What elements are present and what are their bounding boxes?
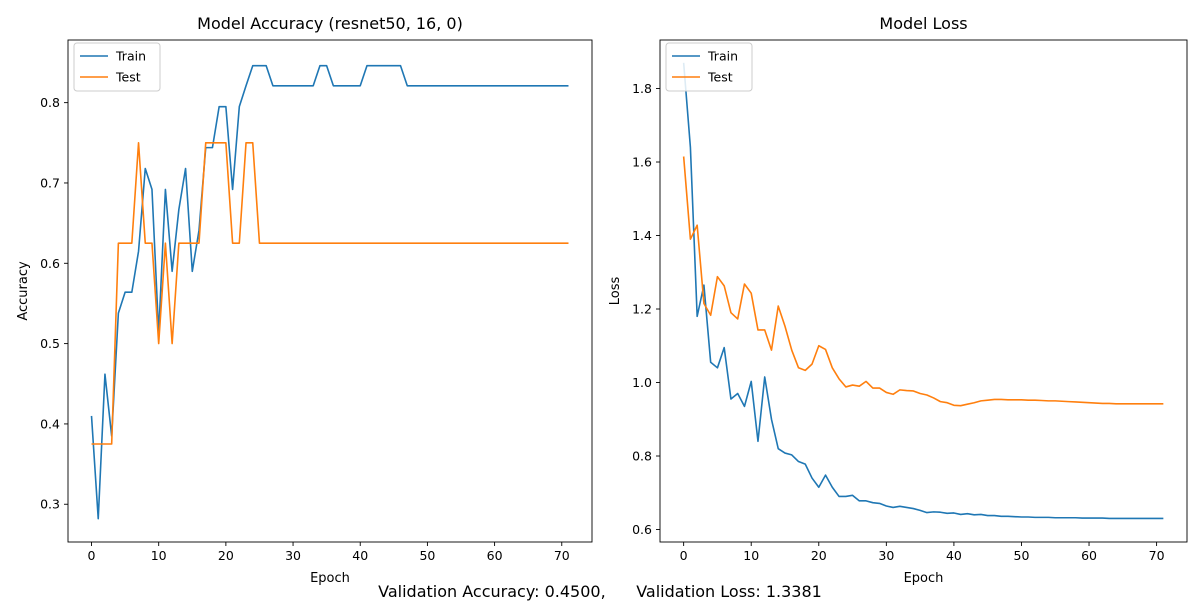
loss-xtick-label: 20	[811, 548, 827, 563]
loss-xtick-label: 30	[878, 548, 894, 563]
accuracy-series-test-line	[91, 142, 569, 445]
accuracy-xtick-label: 20	[218, 548, 234, 563]
accuracy-ytick-label: 0.8	[40, 95, 60, 110]
loss-ytick-label: 1.2	[632, 302, 652, 317]
validation-accuracy-text: Validation Accuracy: 0.4500,	[378, 582, 606, 601]
loss-legend-label-train: Train	[707, 49, 738, 64]
loss-xtick-label: 50	[1014, 548, 1030, 563]
loss-ytick-label: 0.8	[632, 449, 652, 464]
loss-xtick-label: 40	[946, 548, 962, 563]
loss-y-axis-label: Loss	[608, 277, 623, 306]
accuracy-xtick-label: 10	[151, 548, 167, 563]
accuracy-legend-label-train: Train	[115, 49, 146, 64]
loss-panel: 0 10 20 30 40 50 60 70 0.6 0.8 1.0 1.2 1.4 1.6 1.8 Mode…	[608, 14, 1188, 586]
accuracy-ytick-label: 0.3	[40, 497, 60, 512]
accuracy-legend-label-test: Test	[115, 70, 141, 85]
loss-axes-frame	[659, 39, 1188, 543]
accuracy-xtick-label: 40	[352, 548, 368, 563]
loss-x-axis-label: Epoch	[904, 571, 944, 586]
loss-legend-box	[665, 42, 753, 92]
accuracy-ytick-label: 0.6	[40, 256, 60, 271]
accuracy-series-train-line	[90, 64, 569, 520]
accuracy-ytick-label: 0.7	[40, 175, 60, 190]
loss-series-train-line	[682, 62, 1164, 520]
accuracy-ytick-label: 0.5	[40, 336, 60, 351]
loss-xtick-label: 60	[1081, 548, 1097, 563]
loss-legend-label-test: Test	[707, 70, 733, 85]
loss-ytick-label: 1.4	[632, 228, 652, 243]
loss-xtick-label: 70	[1149, 548, 1165, 563]
accuracy-xtick-label: 0	[88, 548, 96, 563]
loss-series-test-line	[682, 156, 1164, 407]
accuracy-chart-title: Model Accuracy (resnet50, 16, 0)	[197, 14, 463, 33]
loss-ytick-label: 1.6	[632, 155, 652, 170]
loss-xtick-label: 10	[743, 548, 759, 563]
loss-ytick-label: 0.6	[632, 522, 652, 537]
accuracy-ytick-label: 0.4	[40, 416, 60, 431]
accuracy-xtick-label: 50	[419, 548, 435, 563]
accuracy-x-axis-label: Epoch	[310, 571, 350, 586]
accuracy-xtick-label: 30	[285, 548, 301, 563]
accuracy-panel: 0 10 20 30 40 50 60 70 0.3 0.4 0.5 0.6 0.7 0.8 Model A…	[16, 14, 593, 586]
loss-ytick-label: 1.0	[632, 375, 652, 390]
accuracy-y-axis-label: Accuracy	[16, 261, 31, 321]
accuracy-legend-box	[73, 42, 161, 92]
loss-xtick-label: 0	[680, 548, 688, 563]
accuracy-xtick-label: 60	[487, 548, 503, 563]
validation-loss-text: Validation Loss: 1.3381	[636, 582, 822, 601]
validation-footer: Validation Accuracy: 0.4500, Validation …	[0, 582, 1200, 601]
loss-chart-title: Model Loss	[879, 14, 967, 33]
accuracy-axes-frame	[67, 39, 593, 543]
accuracy-xtick-label: 70	[554, 548, 570, 563]
loss-ytick-label: 1.8	[632, 81, 652, 96]
